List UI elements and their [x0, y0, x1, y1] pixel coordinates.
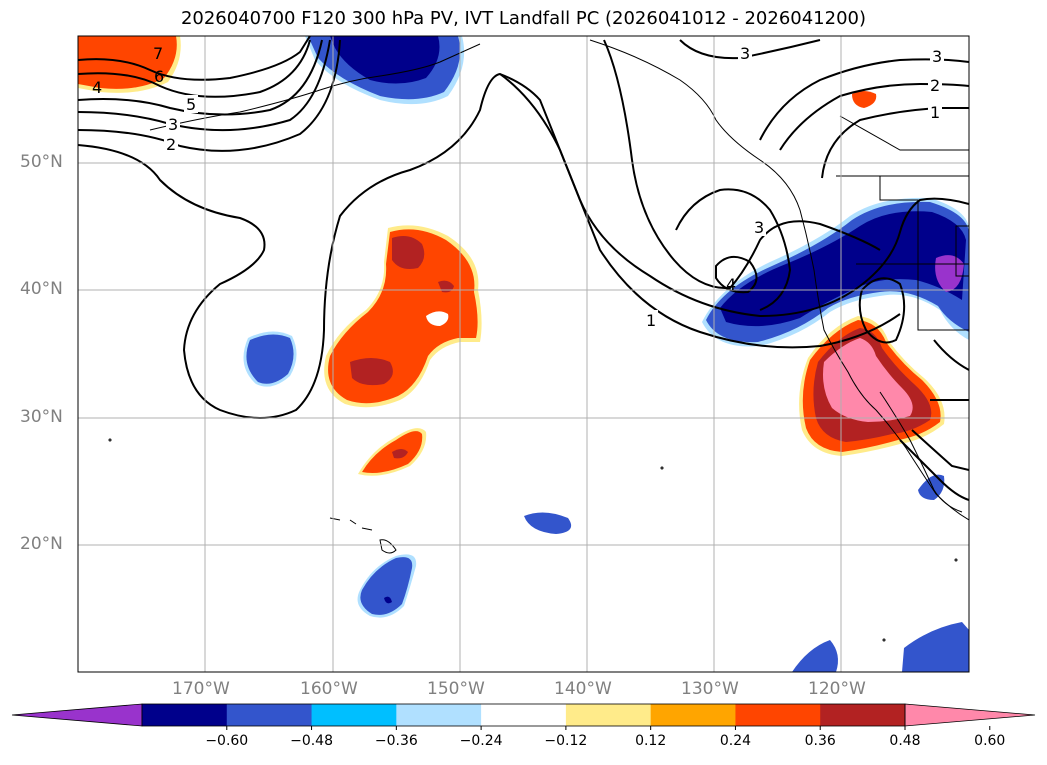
contour-label: 5 [186, 95, 196, 114]
colorbar-segment [311, 704, 397, 726]
coastlines [108, 39, 969, 642]
colorbar-segment [226, 704, 313, 726]
lat-label-30n: 30°N [20, 407, 63, 427]
colorbar-segment [481, 704, 567, 726]
gridlines [78, 36, 969, 672]
colorbar-tick-label: 0.24 [719, 733, 752, 749]
colorbar-extend-low [11, 703, 143, 727]
contour-label: 3 [754, 218, 764, 237]
contour-label: 2 [166, 135, 176, 154]
colorbar-segment [820, 704, 906, 726]
contour-label: 3 [168, 115, 178, 134]
lat-label-50n: 50°N [20, 152, 63, 172]
negative-anomaly-southeast [902, 622, 969, 672]
contour-label: 6 [154, 67, 164, 86]
contour-label: 2 [930, 76, 940, 95]
pv-contours [78, 36, 969, 501]
lat-label-40n: 40°N [20, 279, 63, 299]
lon-label-130w: 130°W [681, 679, 739, 699]
colorbar-tick-label: 0.48 [889, 733, 921, 749]
colorbar-tick-label: 0.12 [635, 733, 667, 749]
lon-label-160w: 160°W [300, 679, 358, 699]
colorbar-segment [650, 704, 736, 726]
colorbar-tick-label: −0.48 [290, 733, 333, 749]
lon-label-120w: 120°W [808, 679, 866, 699]
lat-label-20n: 20°N [20, 534, 63, 554]
contour-label: 4 [726, 275, 736, 294]
colorbar-tick-label: −0.12 [544, 733, 588, 749]
lon-label-140w: 140°W [554, 679, 612, 699]
positive-anomaly-central-pacific [324, 225, 482, 408]
colorbar-tick-label: 0.36 [804, 733, 836, 749]
colorbar-tick-label: −0.36 [374, 733, 418, 749]
contour-label: 7 [153, 44, 163, 63]
colorbar-extend-high [904, 703, 1036, 727]
lon-label-150w: 150°W [427, 679, 485, 699]
contour-label: 3 [740, 44, 750, 63]
colorbar [11, 703, 1036, 730]
map-frame [77, 35, 970, 673]
colorbar-segment [565, 704, 652, 726]
colorbar-segment [396, 704, 482, 726]
negative-anomaly-gulf-alaska [305, 36, 465, 105]
contour-label: 1 [930, 103, 940, 122]
colorbar-tick-label: −0.24 [459, 733, 503, 749]
colorbar-tick-label: 0.60 [974, 733, 1006, 749]
positive-anomaly-canada [852, 91, 877, 108]
contour-label: 1 [646, 311, 656, 330]
negative-anomaly-east-pacific [524, 512, 572, 534]
colorbar-tick-label: −0.60 [205, 733, 249, 749]
negative-anomaly-pacific-northwest [702, 197, 969, 347]
contour-label: 3 [932, 47, 942, 66]
positive-anomaly-california [799, 316, 945, 456]
contour-label: 4 [92, 78, 102, 97]
map-title: 2026040700 F120 300 hPa PV, IVT Landfall… [180, 8, 867, 29]
contour-labels: 7 6 5 4 3 2 3 2 1 1 4 3 3 [92, 44, 944, 330]
colorbar-segment [142, 704, 228, 726]
negative-anomaly-south [792, 640, 838, 672]
positive-anomaly-subtropical [358, 428, 427, 476]
colorbar-segment [735, 704, 821, 726]
colorbar-outline [141, 703, 906, 727]
lon-label-170w: 170°W [172, 679, 230, 699]
